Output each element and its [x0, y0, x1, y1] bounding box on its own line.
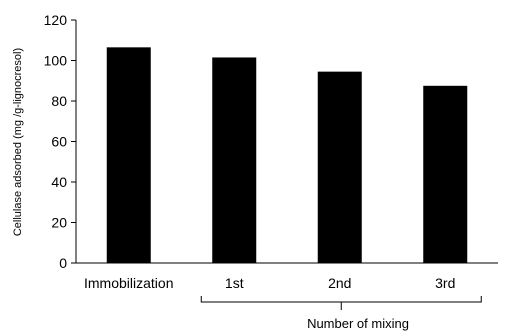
y-tick-label: 40: [51, 174, 67, 190]
y-tick-label: 80: [51, 93, 67, 109]
y-tick-label: 60: [51, 134, 67, 150]
x-axis-label: Number of mixing: [307, 316, 409, 331]
y-tick-label: 20: [51, 215, 67, 231]
bars: [106, 47, 468, 264]
y-axis: 0 20 40 60 80 100 120: [44, 12, 77, 271]
category-label: Immobilization: [84, 275, 173, 291]
category-label: 2nd: [328, 275, 351, 291]
y-tick-label: 0: [59, 255, 67, 271]
bar-immobilization: [106, 47, 151, 264]
category-label: 1st: [225, 275, 244, 291]
bracket-line: [200, 296, 482, 303]
y-tick-label: 100: [44, 53, 68, 69]
category-labels: Immobilization 1st 2nd 3rd: [84, 275, 455, 291]
bar-3rd: [423, 85, 468, 263]
mixing-bracket: [200, 296, 482, 310]
category-label: 3rd: [435, 275, 455, 291]
bar-1st: [212, 57, 257, 264]
y-axis-label: Cellulase adsorbed (mg /g-lignocresol): [12, 48, 24, 236]
y-tick-label: 120: [44, 12, 68, 28]
bar-2nd: [317, 71, 362, 263]
